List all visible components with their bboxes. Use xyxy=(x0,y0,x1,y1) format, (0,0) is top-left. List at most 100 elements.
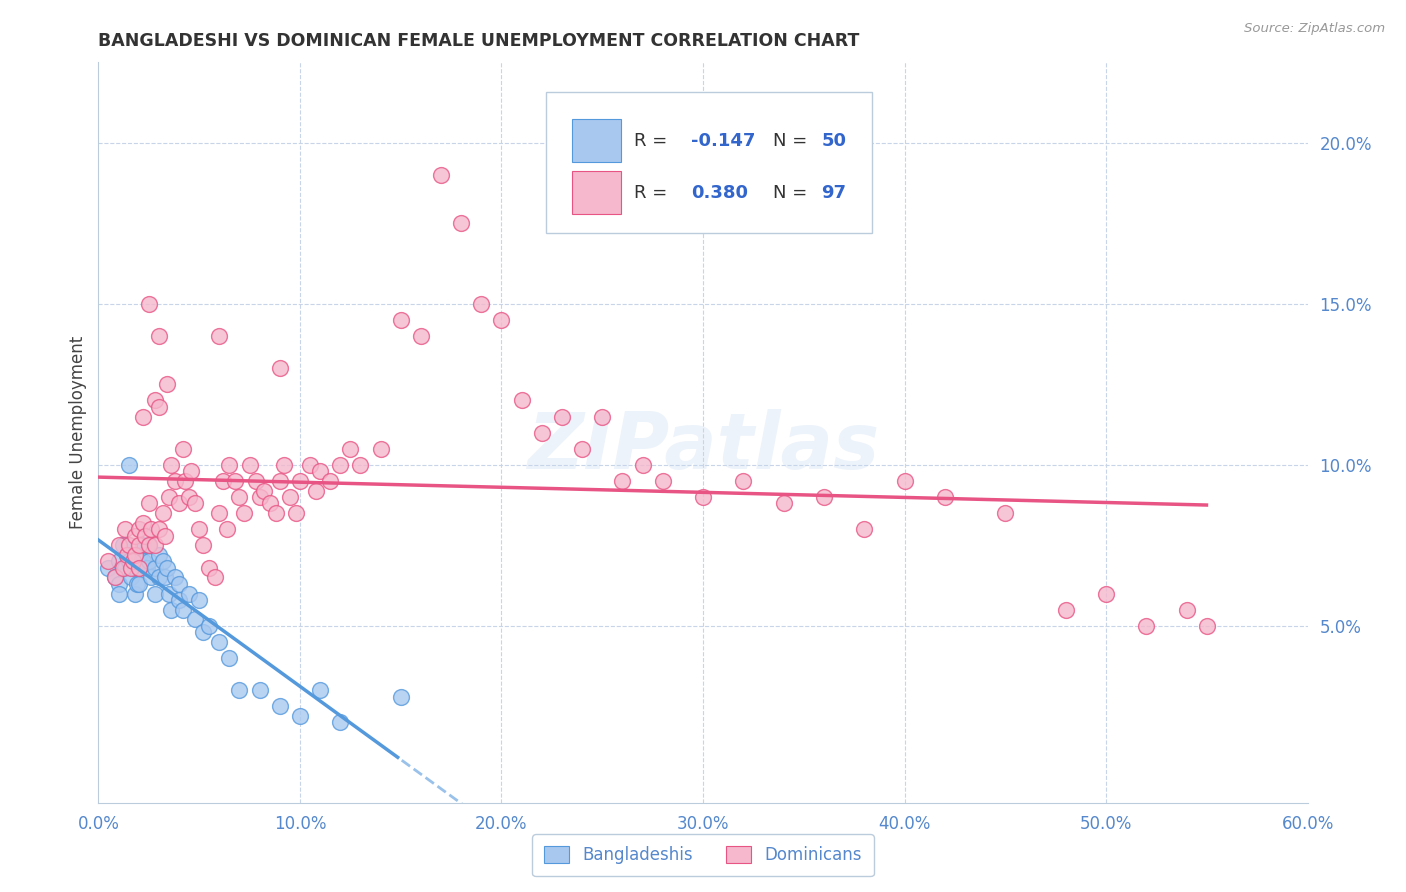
Point xyxy=(135,561,157,575)
Point xyxy=(631,458,654,472)
Point xyxy=(139,522,162,536)
Point xyxy=(157,586,180,600)
Point xyxy=(115,548,138,562)
Text: N =: N = xyxy=(773,132,813,150)
Point xyxy=(107,554,129,568)
Point xyxy=(249,683,271,698)
Point xyxy=(180,464,202,478)
Point xyxy=(309,464,332,478)
Point xyxy=(128,522,150,536)
Text: R =: R = xyxy=(634,184,673,202)
Point xyxy=(120,561,142,575)
Point xyxy=(174,474,197,488)
Point xyxy=(156,377,179,392)
Point xyxy=(551,409,574,424)
Point xyxy=(228,490,250,504)
Point xyxy=(284,506,307,520)
Point xyxy=(651,474,673,488)
Point xyxy=(143,538,166,552)
Point xyxy=(389,313,412,327)
Point xyxy=(115,548,138,562)
Point xyxy=(138,538,160,552)
Point xyxy=(124,561,146,575)
Point xyxy=(329,458,352,472)
Point xyxy=(157,490,180,504)
Point xyxy=(156,561,179,575)
Point xyxy=(114,561,136,575)
Point xyxy=(994,506,1017,520)
Point xyxy=(269,361,291,376)
Point xyxy=(152,554,174,568)
Point xyxy=(853,522,876,536)
Point xyxy=(249,490,271,504)
Point xyxy=(179,586,201,600)
Point xyxy=(103,570,125,584)
Point xyxy=(491,313,513,327)
Point xyxy=(193,538,215,552)
Point xyxy=(163,474,186,488)
Point xyxy=(128,548,150,562)
Point xyxy=(143,561,166,575)
Text: 97: 97 xyxy=(821,184,846,202)
Point xyxy=(264,506,287,520)
Point xyxy=(188,522,211,536)
Point xyxy=(278,490,301,504)
Point xyxy=(299,458,322,472)
Point xyxy=(208,329,231,343)
Point xyxy=(148,329,170,343)
Text: BANGLADESHI VS DOMINICAN FEMALE UNEMPLOYMENT CORRELATION CHART: BANGLADESHI VS DOMINICAN FEMALE UNEMPLOY… xyxy=(98,32,860,50)
Point xyxy=(232,506,254,520)
Point xyxy=(139,570,162,584)
Point xyxy=(107,577,129,591)
Point xyxy=(228,683,250,698)
Point xyxy=(118,538,141,552)
Point xyxy=(138,297,160,311)
Point xyxy=(188,593,211,607)
Point xyxy=(198,619,221,633)
Point xyxy=(309,683,332,698)
Point xyxy=(1054,602,1077,616)
Point xyxy=(120,570,142,584)
Point xyxy=(138,554,160,568)
Point xyxy=(148,570,170,584)
Point xyxy=(107,586,129,600)
Point xyxy=(269,474,291,488)
Point xyxy=(198,561,221,575)
Point xyxy=(208,506,231,520)
Point xyxy=(571,442,593,456)
Point xyxy=(153,528,176,542)
Point xyxy=(97,561,120,575)
Point xyxy=(124,528,146,542)
Point xyxy=(148,548,170,562)
Point xyxy=(184,496,207,510)
Point xyxy=(138,496,160,510)
Point xyxy=(1195,619,1218,633)
Point xyxy=(612,474,634,488)
Point xyxy=(370,442,392,456)
Point xyxy=(1175,602,1198,616)
Point xyxy=(288,709,311,723)
Point xyxy=(692,490,714,504)
Point xyxy=(217,522,239,536)
Point xyxy=(329,715,352,730)
Point xyxy=(143,393,166,408)
Point xyxy=(152,506,174,520)
Text: N =: N = xyxy=(773,184,813,202)
Point xyxy=(204,570,226,584)
Point xyxy=(349,458,371,472)
Point xyxy=(121,554,143,568)
Point xyxy=(305,483,328,498)
Point xyxy=(245,474,267,488)
Point xyxy=(128,577,150,591)
Point xyxy=(591,409,613,424)
Point xyxy=(212,474,235,488)
Point xyxy=(97,554,120,568)
Point xyxy=(128,561,150,575)
Legend: Bangladeshis, Dominicans: Bangladeshis, Dominicans xyxy=(533,834,873,876)
Point xyxy=(259,496,281,510)
Point xyxy=(103,570,125,584)
Point xyxy=(430,168,453,182)
Point xyxy=(160,458,183,472)
Point xyxy=(111,538,134,552)
Point xyxy=(224,474,246,488)
